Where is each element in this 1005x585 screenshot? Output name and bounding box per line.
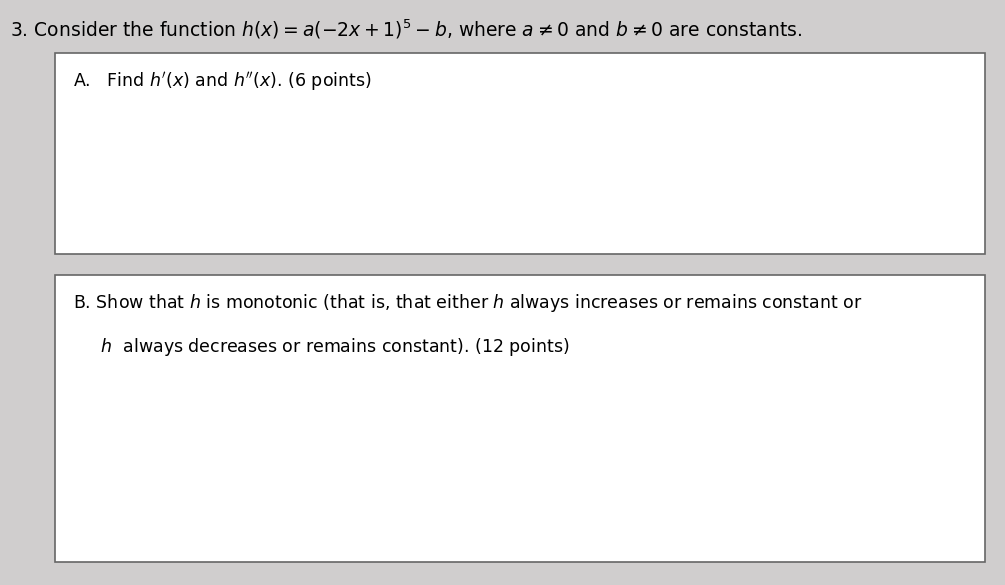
Text: A.   Find $h'(x)$ and $h''(x)$. (6 points): A. Find $h'(x)$ and $h''(x)$. (6 points) [73, 70, 372, 93]
Text: B. Show that $h$ is monotonic (that is, that either $h$ always increases or rema: B. Show that $h$ is monotonic (that is, … [73, 292, 863, 315]
Text: 3. Consider the function $h(x) = a(-2x+1)^5 - b$, where $a \neq 0$ and $b \neq 0: 3. Consider the function $h(x) = a(-2x+1… [10, 18, 802, 41]
FancyBboxPatch shape [55, 275, 985, 562]
FancyBboxPatch shape [55, 53, 985, 254]
Text: $h$  always decreases or remains constant). (12 points): $h$ always decreases or remains constant… [73, 336, 570, 359]
